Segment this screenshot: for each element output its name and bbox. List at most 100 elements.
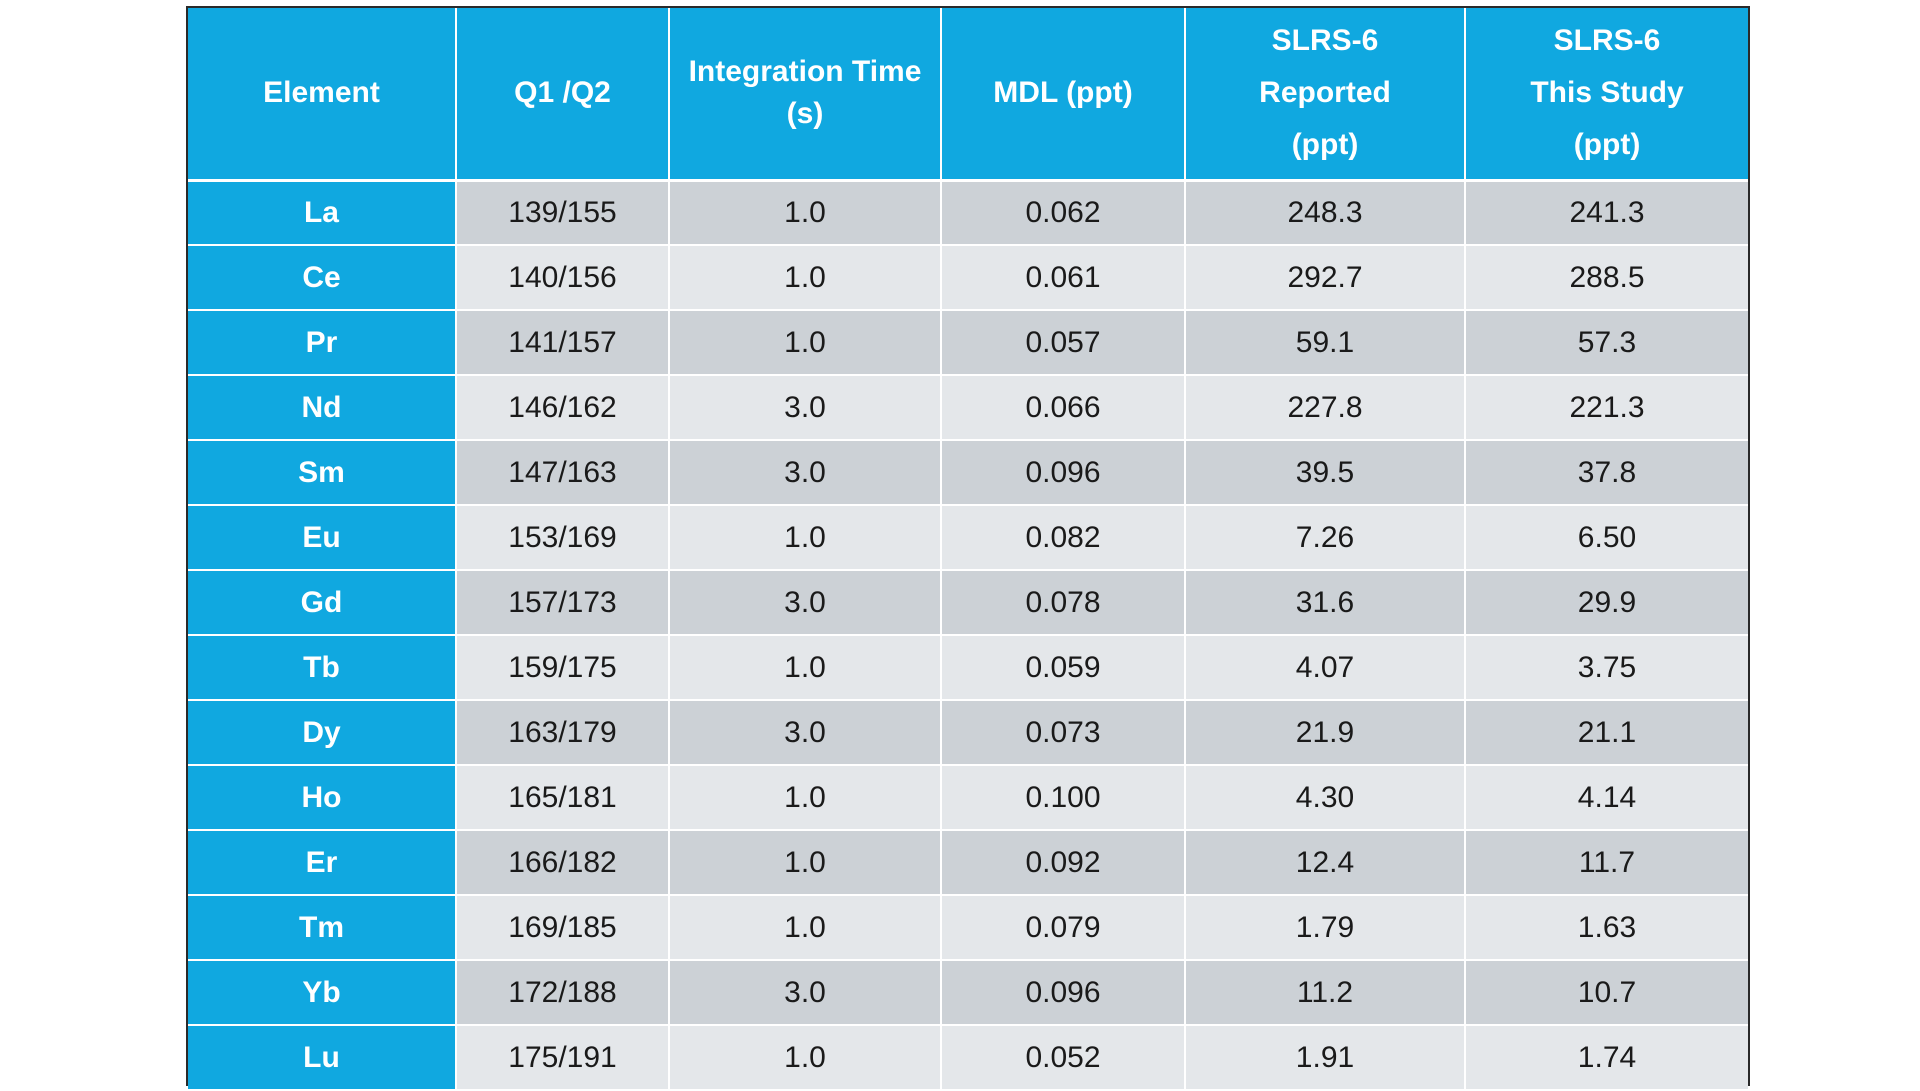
header-slrs6-reported-line-1: SLRS-6 <box>1271 24 1379 58</box>
cell-element: Dy <box>188 700 457 766</box>
cell-slrs6-this-study: 221.3 <box>1465 375 1748 441</box>
cell-q1-q2: 146/162 <box>456 375 670 441</box>
cell-element: La <box>188 180 457 246</box>
cell-integration-time: 1.0 <box>669 895 942 961</box>
cell-element: Lu <box>188 1025 457 1091</box>
cell-mdl: 0.062 <box>941 180 1186 246</box>
cell-q1-q2: 157/173 <box>456 570 670 636</box>
table-row: La 139/155 1.0 0.062 248.3 241.3 <box>188 180 1748 246</box>
cell-q1-q2: 140/156 <box>456 245 670 311</box>
cell-q1-q2: 159/175 <box>456 635 670 701</box>
cell-element: Nd <box>188 375 457 441</box>
cell-integration-time: 1.0 <box>669 635 942 701</box>
ree-data-table: Element Q1 /Q2 Integration Time (s) MDL … <box>188 8 1748 1091</box>
cell-element: Ho <box>188 765 457 831</box>
cell-slrs6-this-study: 10.7 <box>1465 960 1748 1026</box>
cell-integration-time: 3.0 <box>669 960 942 1026</box>
table-row: Ce 140/156 1.0 0.061 292.7 288.5 <box>188 245 1748 311</box>
cell-slrs6-reported: 59.1 <box>1185 310 1466 376</box>
cell-q1-q2: 163/179 <box>456 700 670 766</box>
cell-slrs6-reported: 1.91 <box>1185 1025 1466 1091</box>
ree-data-table-frame: Element Q1 /Q2 Integration Time (s) MDL … <box>186 6 1750 1091</box>
cell-integration-time: 1.0 <box>669 505 942 571</box>
header-element: Element <box>188 8 457 182</box>
cell-slrs6-this-study: 37.8 <box>1465 440 1748 506</box>
cell-slrs6-this-study: 57.3 <box>1465 310 1748 376</box>
cell-integration-time: 1.0 <box>669 830 942 896</box>
header-slrs6-reported-line-3: (ppt) <box>1291 128 1359 162</box>
cell-slrs6-this-study: 241.3 <box>1465 180 1748 246</box>
cell-mdl: 0.073 <box>941 700 1186 766</box>
header-row: Element Q1 /Q2 Integration Time (s) MDL … <box>188 8 1748 182</box>
table-row: Nd 146/162 3.0 0.066 227.8 221.3 <box>188 375 1748 441</box>
cell-element: Eu <box>188 505 457 571</box>
cell-slrs6-reported: 4.30 <box>1185 765 1466 831</box>
cell-q1-q2: 175/191 <box>456 1025 670 1091</box>
header-integration-time-line-2: (s) <box>786 97 824 131</box>
cell-q1-q2: 165/181 <box>456 765 670 831</box>
cell-mdl: 0.059 <box>941 635 1186 701</box>
cell-slrs6-this-study: 21.1 <box>1465 700 1748 766</box>
cell-slrs6-this-study: 11.7 <box>1465 830 1748 896</box>
cell-mdl: 0.100 <box>941 765 1186 831</box>
cell-mdl: 0.052 <box>941 1025 1186 1091</box>
cell-element: Er <box>188 830 457 896</box>
table-row: Er 166/182 1.0 0.092 12.4 11.7 <box>188 830 1748 896</box>
cell-mdl: 0.078 <box>941 570 1186 636</box>
table-row: Ho 165/181 1.0 0.100 4.30 4.14 <box>188 765 1748 831</box>
cell-mdl: 0.096 <box>941 440 1186 506</box>
cell-slrs6-reported: 4.07 <box>1185 635 1466 701</box>
cell-mdl: 0.066 <box>941 375 1186 441</box>
cell-slrs6-reported: 11.2 <box>1185 960 1466 1026</box>
cell-integration-time: 1.0 <box>669 765 942 831</box>
cell-integration-time: 1.0 <box>669 1025 942 1091</box>
cell-mdl: 0.082 <box>941 505 1186 571</box>
header-slrs6-this-study-line-2: This Study <box>1530 76 1684 110</box>
cell-q1-q2: 172/188 <box>456 960 670 1026</box>
cell-slrs6-reported: 31.6 <box>1185 570 1466 636</box>
cell-slrs6-reported: 248.3 <box>1185 180 1466 246</box>
header-slrs6-this-study-line-1: SLRS-6 <box>1553 24 1661 58</box>
cell-integration-time: 3.0 <box>669 570 942 636</box>
cell-mdl: 0.057 <box>941 310 1186 376</box>
table-row: Pr 141/157 1.0 0.057 59.1 57.3 <box>188 310 1748 376</box>
cell-integration-time: 1.0 <box>669 310 942 376</box>
cell-slrs6-reported: 39.5 <box>1185 440 1466 506</box>
header-integration-time-line-1: Integration Time <box>688 55 922 89</box>
header-mdl: MDL (ppt) <box>941 8 1186 182</box>
cell-integration-time: 1.0 <box>669 180 942 246</box>
cell-slrs6-this-study: 6.50 <box>1465 505 1748 571</box>
cell-q1-q2: 153/169 <box>456 505 670 571</box>
cell-q1-q2: 147/163 <box>456 440 670 506</box>
cell-integration-time: 3.0 <box>669 440 942 506</box>
cell-element: Tb <box>188 635 457 701</box>
cell-slrs6-reported: 12.4 <box>1185 830 1466 896</box>
cell-mdl: 0.061 <box>941 245 1186 311</box>
cell-integration-time: 3.0 <box>669 375 942 441</box>
cell-q1-q2: 139/155 <box>456 180 670 246</box>
cell-q1-q2: 166/182 <box>456 830 670 896</box>
cell-element: Ce <box>188 245 457 311</box>
header-slrs6-this-study: SLRS-6 This Study (ppt) <box>1465 8 1748 182</box>
cell-slrs6-this-study: 1.74 <box>1465 1025 1748 1091</box>
cell-q1-q2: 141/157 <box>456 310 670 376</box>
table-header: Element Q1 /Q2 Integration Time (s) MDL … <box>188 8 1748 182</box>
header-slrs6-this-study-line-3: (ppt) <box>1573 128 1641 162</box>
cell-integration-time: 1.0 <box>669 245 942 311</box>
cell-integration-time: 3.0 <box>669 700 942 766</box>
header-slrs6-reported-line-2: Reported <box>1259 76 1391 110</box>
cell-element: Yb <box>188 960 457 1026</box>
cell-slrs6-reported: 292.7 <box>1185 245 1466 311</box>
cell-slrs6-reported: 7.26 <box>1185 505 1466 571</box>
cell-slrs6-this-study: 29.9 <box>1465 570 1748 636</box>
cell-slrs6-reported: 21.9 <box>1185 700 1466 766</box>
cell-mdl: 0.096 <box>941 960 1186 1026</box>
cell-element: Pr <box>188 310 457 376</box>
cell-slrs6-this-study: 4.14 <box>1465 765 1748 831</box>
cell-slrs6-reported: 227.8 <box>1185 375 1466 441</box>
cell-slrs6-this-study: 1.63 <box>1465 895 1748 961</box>
table-row: Gd 157/173 3.0 0.078 31.6 29.9 <box>188 570 1748 636</box>
cell-slrs6-this-study: 3.75 <box>1465 635 1748 701</box>
cell-mdl: 0.079 <box>941 895 1186 961</box>
table-row: Dy 163/179 3.0 0.073 21.9 21.1 <box>188 700 1748 766</box>
